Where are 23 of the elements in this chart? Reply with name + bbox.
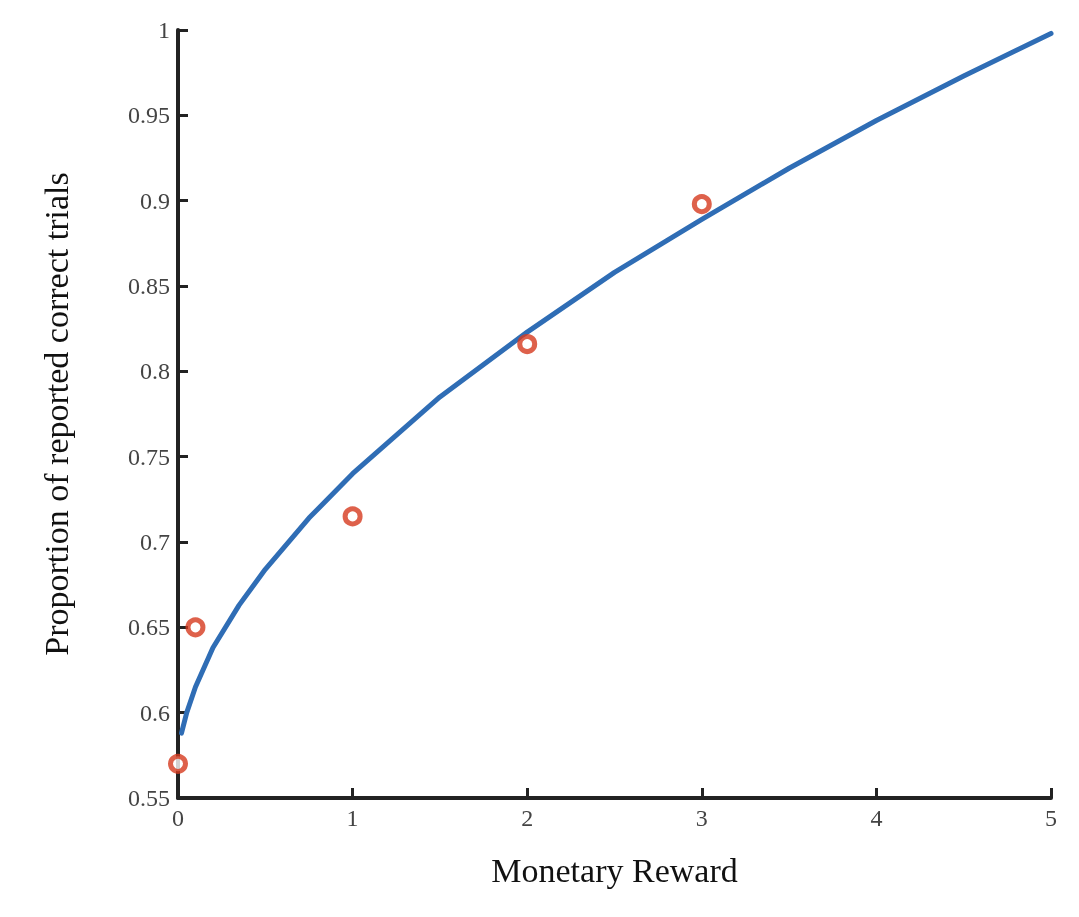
x-axis-title: Monetary Reward — [491, 851, 738, 889]
y-tick-label: 0.95 — [128, 102, 170, 129]
y-tick-label: 0.6 — [140, 699, 170, 726]
point — [517, 334, 538, 355]
y-tick-label: 0.7 — [140, 529, 170, 555]
point — [168, 753, 188, 774]
x-tick-label: 3 — [695, 805, 708, 831]
point — [185, 617, 206, 638]
y-tick-label: 1 — [158, 17, 170, 43]
x-tick-label: 5 — [1045, 805, 1057, 831]
x-tick-label: 0 — [172, 805, 184, 831]
x-tick-label: 1 — [346, 805, 359, 831]
y-tick-label: 0.9 — [140, 187, 170, 214]
y-tick-label: 0.55 — [128, 785, 170, 811]
y-axis-title: Proportion of reported correct trials — [37, 172, 75, 656]
y-tick-label: 0.75 — [128, 443, 170, 470]
y-tick-label: 0.8 — [140, 358, 170, 385]
x-tick-label: 2 — [521, 805, 534, 831]
point — [342, 506, 363, 527]
point — [691, 194, 712, 215]
x-tick-label: 4 — [870, 805, 883, 831]
y-tick-label: 0.65 — [128, 614, 170, 641]
y-tick-label: 0.85 — [128, 273, 170, 299]
